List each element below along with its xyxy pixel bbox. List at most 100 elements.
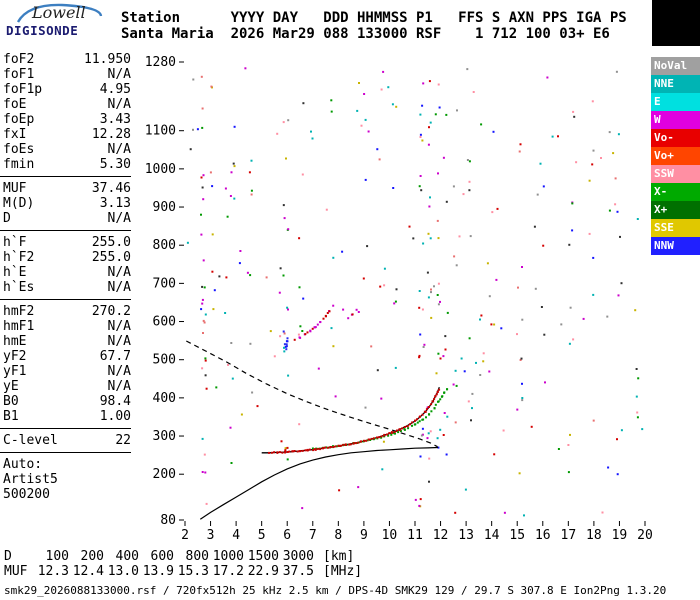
- param-label: foF1p: [3, 82, 43, 97]
- param-row: yE N/A: [3, 379, 131, 394]
- y-tick-label: 800: [153, 238, 176, 253]
- logo-brand-text: Lowell: [32, 3, 86, 22]
- legend-item-x: X+: [651, 201, 700, 219]
- y-tick-label: 400: [153, 391, 176, 406]
- param-row: Artist5: [3, 472, 131, 487]
- param-label: M(D): [3, 196, 35, 211]
- param-value: N/A: [107, 334, 131, 349]
- legend-item-vo: Vo+: [651, 147, 700, 165]
- param-row: hmF1 N/A: [3, 319, 131, 334]
- param-label: yF1: [3, 364, 27, 379]
- param-row: B0 98.4: [3, 394, 131, 409]
- y-tick-label: 700: [153, 276, 176, 291]
- param-row: hmE N/A: [3, 334, 131, 349]
- x-tick-label: 7: [309, 528, 317, 543]
- row-value: 1500: [247, 549, 279, 564]
- y-tick-label: 200: [153, 467, 176, 482]
- legend-item-x: X-: [651, 183, 700, 201]
- param-row: MUF 37.46: [3, 181, 131, 196]
- param-label: fxI: [3, 127, 27, 142]
- param-label: h`E: [3, 265, 27, 280]
- param-label: foF1: [3, 67, 35, 82]
- row-value: 15.3: [177, 564, 209, 579]
- x-tick-label: 15: [509, 528, 525, 543]
- param-row: 500200: [3, 487, 131, 502]
- param-label: Auto:: [3, 457, 43, 472]
- direction-legend: NoVal NNE E W Vo- Vo+ SSW X- X+ SSE NNW: [651, 57, 700, 255]
- legend-item-nnw: NNW: [651, 237, 700, 255]
- row-value: 800: [185, 549, 209, 564]
- param-row: h`E N/A: [3, 265, 131, 280]
- row-value: 200: [80, 549, 104, 564]
- param-label: foE: [3, 97, 27, 112]
- param-value: N/A: [107, 142, 131, 157]
- param-value: N/A: [107, 265, 131, 280]
- row-value: 13.9: [142, 564, 174, 579]
- param-label: 500200: [3, 487, 50, 502]
- row-value: 17.2: [212, 564, 244, 579]
- x-tick-label: 19: [612, 528, 628, 543]
- table-row-d: D 100 200 400 600 800 1000 1500 3000 [km]: [4, 549, 696, 564]
- param-label: B0: [3, 394, 19, 409]
- param-row: hmF2 270.2: [3, 304, 131, 319]
- param-label: yF2: [3, 349, 27, 364]
- param-value: N/A: [107, 379, 131, 394]
- y-tick-label: 80: [160, 513, 176, 528]
- param-label: foF2: [3, 52, 35, 67]
- row-value: 1000: [212, 549, 244, 564]
- param-value: 255.0: [91, 250, 131, 265]
- param-value: 22: [115, 433, 131, 448]
- param-row: C-level 22: [3, 433, 131, 448]
- y-tick-label: 600: [153, 315, 176, 330]
- param-value: N/A: [107, 280, 131, 295]
- param-row: foEp 3.43: [3, 112, 131, 127]
- row-label: D: [4, 549, 12, 564]
- param-label: h`Es: [3, 280, 35, 295]
- row-value: 3000: [282, 549, 314, 564]
- param-group-separator: [0, 428, 131, 429]
- param-value: N/A: [107, 211, 131, 226]
- param-value: 1.00: [99, 409, 131, 424]
- param-value: N/A: [107, 97, 131, 112]
- param-row: fmin 5.30: [3, 157, 131, 172]
- param-label: foEs: [3, 142, 35, 157]
- param-row: foF1 N/A: [3, 67, 131, 82]
- row-value: 12.3: [37, 564, 69, 579]
- param-group-separator: [0, 176, 131, 177]
- param-value: N/A: [107, 364, 131, 379]
- lowell-digisonde-logo: Lowell DIGISONDE: [6, 3, 118, 49]
- x-tick-label: 12: [433, 528, 449, 543]
- param-label: C-level: [3, 433, 58, 448]
- x-tick-label: 11: [407, 528, 423, 543]
- legend-item-noval: NoVal: [651, 57, 700, 75]
- logo-swoosh-icon: [16, 3, 103, 23]
- top-right-black-box: [652, 0, 700, 46]
- param-label: D: [3, 211, 11, 226]
- row-value: 100: [45, 549, 69, 564]
- row-label: MUF: [4, 564, 28, 579]
- param-label: h`F2: [3, 250, 35, 265]
- y-tick-label: 1280: [145, 55, 176, 70]
- param-value: 37.46: [91, 181, 131, 196]
- legend-item-sse: SSE: [651, 219, 700, 237]
- x-tick-label: 5: [258, 528, 266, 543]
- footer-info: smk29_2026088133000.rsf / 720fx512h 25 k…: [4, 584, 667, 597]
- x-tick-label: 8: [334, 528, 342, 543]
- param-group-separator: [0, 452, 131, 453]
- param-row: foEs N/A: [3, 142, 131, 157]
- x-tick-label: 18: [586, 528, 602, 543]
- row-value: 400: [115, 549, 139, 564]
- param-value: 255.0: [91, 235, 131, 250]
- param-row: h`Es N/A: [3, 280, 131, 295]
- row-value: 37.5: [282, 564, 314, 579]
- param-row: B1 1.00: [3, 409, 131, 424]
- y-tick-label: 300: [153, 429, 176, 444]
- param-row: Auto:: [3, 457, 131, 472]
- param-label: hmF1: [3, 319, 35, 334]
- param-label: Artist5: [3, 472, 58, 487]
- legend-item-w: W: [651, 111, 700, 129]
- row-value: 22.9: [247, 564, 279, 579]
- param-value: 270.2: [91, 304, 131, 319]
- echo-trace-layer: [268, 304, 449, 454]
- y-tick-label: 900: [153, 200, 176, 215]
